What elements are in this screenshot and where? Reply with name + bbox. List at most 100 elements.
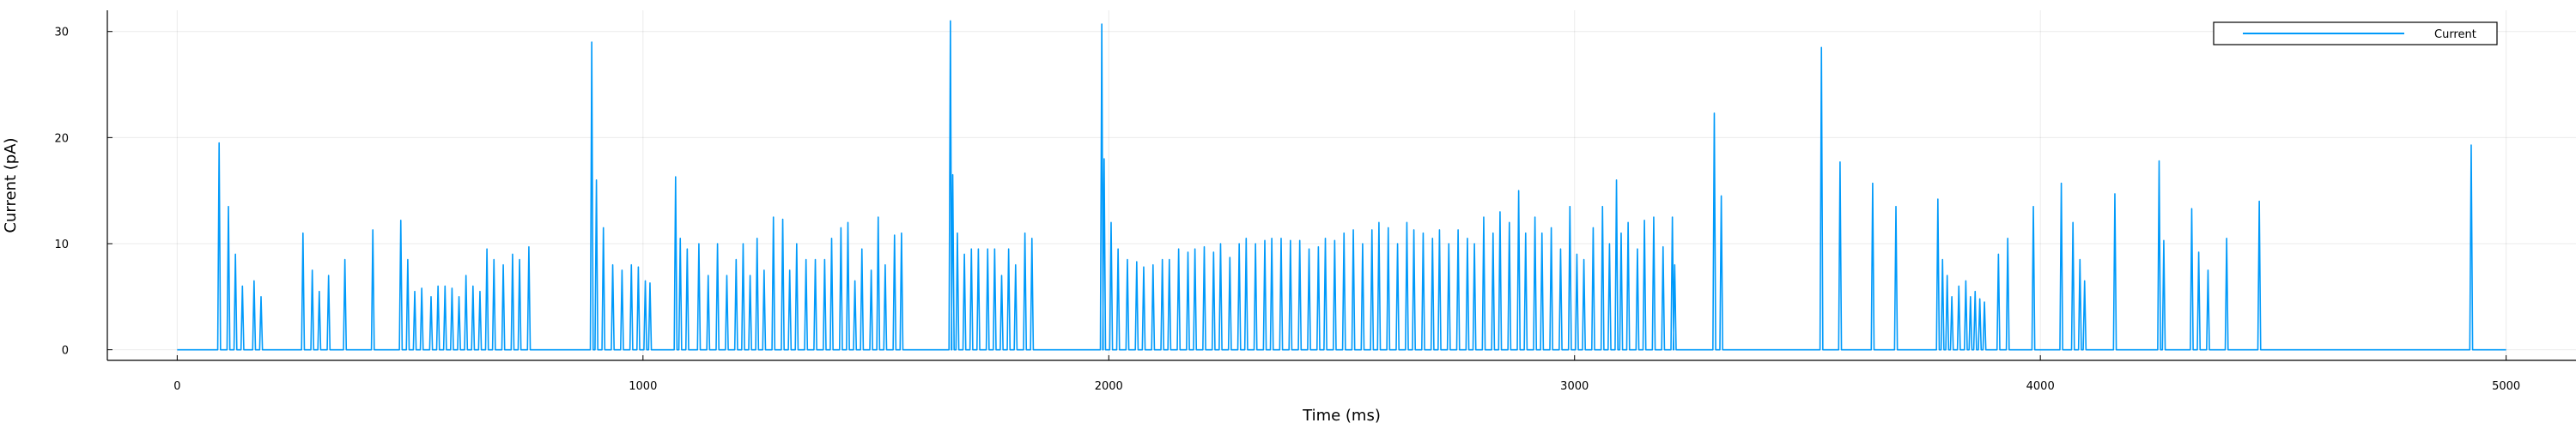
- data-point: [1637, 248, 1638, 250]
- data-point: [743, 243, 744, 245]
- data-point: [2159, 160, 2160, 162]
- series-layer: [177, 20, 2506, 351]
- data-point: [1620, 233, 1622, 234]
- data-point: [414, 291, 416, 293]
- data-point: [848, 221, 849, 223]
- data-point: [815, 259, 817, 261]
- data-point: [1406, 221, 1408, 223]
- y-tick-label: 10: [54, 239, 69, 251]
- data-point: [957, 233, 958, 234]
- data-point: [1473, 243, 1475, 245]
- data-point: [1204, 246, 1206, 248]
- data-point: [1127, 259, 1128, 261]
- data-point: [952, 174, 954, 176]
- x-tick-label: 2000: [1095, 380, 1123, 393]
- x-axis-label: Time (ms): [1302, 407, 1381, 425]
- data-point: [1721, 196, 1722, 197]
- data-point: [1110, 221, 1112, 223]
- data-point: [1255, 243, 1256, 245]
- data-point: [901, 233, 902, 234]
- data-point: [253, 280, 255, 281]
- data-point: [1318, 246, 1320, 248]
- data-point: [1101, 23, 1103, 25]
- data-point: [1970, 296, 1971, 298]
- data-point: [437, 286, 439, 287]
- data-point: [1334, 239, 1336, 241]
- data-point: [1551, 227, 1552, 229]
- data-point: [2198, 251, 2200, 253]
- data-point: [1230, 257, 1231, 258]
- data-point: [479, 291, 481, 293]
- grid: [107, 10, 2576, 360]
- data-point: [260, 296, 262, 298]
- data-point: [726, 275, 728, 276]
- data-point: [1979, 298, 1981, 299]
- data-point: [1162, 259, 1163, 261]
- data-point: [831, 238, 833, 239]
- data-point: [756, 238, 758, 239]
- data-point: [950, 21, 951, 22]
- data-point: [1423, 233, 1425, 234]
- data-point: [763, 269, 765, 271]
- data-point: [1024, 233, 1026, 234]
- data-point: [1188, 251, 1189, 253]
- data-point: [1264, 239, 1266, 241]
- data-point: [2114, 193, 2116, 195]
- data-point: [2079, 259, 2081, 261]
- data-point: [2470, 144, 2472, 146]
- data-point: [824, 259, 826, 261]
- y-axis-label: Current (pA): [2, 137, 20, 233]
- data-point: [218, 142, 220, 144]
- data-point: [1616, 179, 1618, 181]
- data-point: [805, 259, 807, 261]
- data-point: [486, 248, 488, 250]
- data-point: [400, 220, 402, 221]
- data-point: [1839, 161, 1841, 163]
- data-point: [493, 259, 495, 261]
- data-point: [2208, 269, 2209, 271]
- x-tick-label: 5000: [2492, 380, 2520, 393]
- data-point: [884, 264, 886, 266]
- data-point: [1492, 233, 1494, 234]
- data-point: [1178, 248, 1180, 250]
- data-point: [1984, 301, 1985, 303]
- data-point: [1015, 264, 1017, 266]
- data-point: [1397, 243, 1399, 245]
- data-point: [1271, 238, 1273, 239]
- data-point: [2258, 201, 2260, 202]
- data-point: [970, 248, 972, 250]
- data-point: [1299, 239, 1301, 241]
- data-point: [1194, 248, 1196, 250]
- data-point: [622, 269, 623, 271]
- data-point: [472, 286, 474, 287]
- data-point: [1570, 206, 1571, 208]
- data-point: [1941, 259, 1943, 261]
- data-point: [1593, 227, 1595, 229]
- ticks: 0 1000 2000 3000 4000 5000 0 10 20 30: [54, 27, 2520, 393]
- data-point: [1525, 233, 1527, 234]
- data-point: [994, 248, 996, 250]
- data-point: [1213, 251, 1215, 253]
- data-point: [1483, 216, 1485, 218]
- data-point: [2032, 206, 2034, 208]
- data-point: [1431, 238, 1433, 239]
- data-point: [1448, 243, 1449, 245]
- data-point: [963, 254, 965, 256]
- data-point: [1371, 229, 1373, 231]
- data-point: [1388, 227, 1389, 229]
- data-point: [1220, 243, 1222, 245]
- data-point: [1290, 239, 1291, 241]
- data-point: [1560, 248, 1562, 250]
- data-point: [2072, 221, 2074, 223]
- data-point: [502, 264, 504, 266]
- data-point: [1362, 243, 1364, 245]
- data-point: [519, 259, 520, 261]
- data-point: [1965, 280, 1967, 281]
- data-point: [645, 280, 647, 281]
- data-point: [878, 216, 879, 218]
- data-point: [1413, 229, 1415, 231]
- data-point: [596, 179, 598, 181]
- data-point: [2007, 238, 2008, 239]
